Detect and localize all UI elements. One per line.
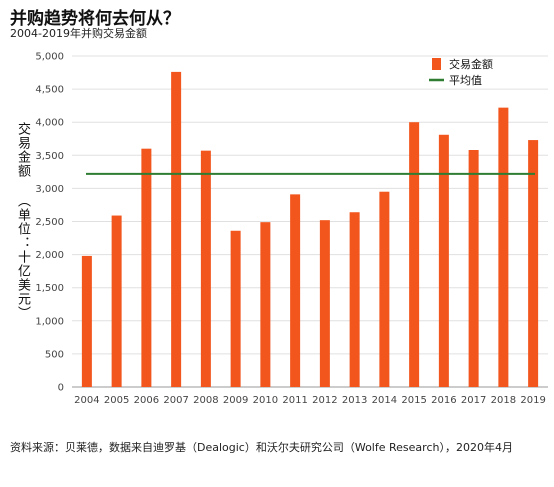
y-tick-label: 4,500 (35, 85, 64, 96)
bar-chart: 0 500 1,000 1,500 2,000 2,500 3,000 3,500 4,000 4… (35, 52, 548, 406)
bar-2016 (438, 134, 449, 387)
legend-bar-label: 交易金额 (449, 57, 493, 71)
bars (81, 71, 539, 388)
bar-2009 (230, 230, 241, 387)
x-axis-ticks: 2004 2005 2006 2007 2008 2009 2010 2011 2012 2013… (74, 395, 546, 406)
chart-title: 并购趋势将何去何从？ (10, 9, 180, 29)
x-tick-label: 2006 (134, 395, 159, 406)
y-tick-label: 3,000 (35, 184, 64, 195)
y-axis-ticks: 0 500 1,000 1,500 2,000 2,500 3,000 3,500 4,000 4… (35, 52, 64, 394)
bar-2006 (141, 148, 152, 387)
y-tick-label: 2,000 (35, 250, 64, 261)
bar-2004 (81, 255, 92, 387)
bar-2008 (200, 150, 211, 387)
x-tick-label: 2015 (401, 395, 426, 406)
y-tick-label: 4,000 (35, 118, 64, 129)
y-axis-label: 交易金额 （单位：十亿美元） (15, 122, 30, 320)
bar-2018 (498, 107, 509, 388)
legend: 交易金额 平均值 (429, 57, 493, 87)
x-tick-label: 2014 (372, 395, 397, 406)
x-tick-label: 2013 (342, 395, 367, 406)
x-tick-label: 2007 (163, 395, 188, 406)
y-tick-label: 5,000 (35, 52, 64, 63)
bar-2007 (171, 71, 182, 387)
x-tick-label: 2010 (253, 395, 278, 406)
bar-2017 (468, 150, 479, 387)
bar-2019 (528, 140, 539, 387)
x-tick-label: 2019 (520, 395, 545, 406)
legend-bar-swatch (432, 58, 441, 70)
bar-2013 (349, 212, 360, 387)
y-tick-label: 1,500 (35, 283, 64, 294)
x-tick-label: 2018 (491, 395, 516, 406)
x-tick-label: 2009 (223, 395, 248, 406)
bar-2015 (409, 122, 420, 387)
bar-2005 (111, 215, 122, 387)
y-tick-label: 1,000 (35, 316, 64, 327)
bar-2010 (260, 222, 271, 387)
y-tick-label: 500 (45, 349, 64, 360)
bar-2012 (319, 220, 330, 387)
y-tick-label: 0 (58, 383, 64, 394)
x-tick-label: 2011 (282, 395, 307, 406)
bar-2011 (290, 194, 301, 387)
x-tick-label: 2016 (431, 395, 456, 406)
bar-2014 (379, 191, 390, 387)
y-tick-label: 2,500 (35, 217, 64, 228)
x-tick-label: 2012 (312, 395, 337, 406)
x-tick-label: 2017 (461, 395, 486, 406)
x-tick-label: 2008 (193, 395, 218, 406)
chart-subtitle: 2004-2019年并购交易金额 (10, 27, 147, 40)
x-tick-label: 2005 (104, 395, 129, 406)
y-tick-label: 3,500 (35, 151, 64, 162)
source-note: 资料来源：贝莱德，数据来自迪罗基（Dealogic）和沃尔夫研究公司（Wolfe… (10, 441, 513, 454)
legend-average-label: 平均值 (449, 74, 482, 87)
x-tick-label: 2004 (74, 395, 99, 406)
